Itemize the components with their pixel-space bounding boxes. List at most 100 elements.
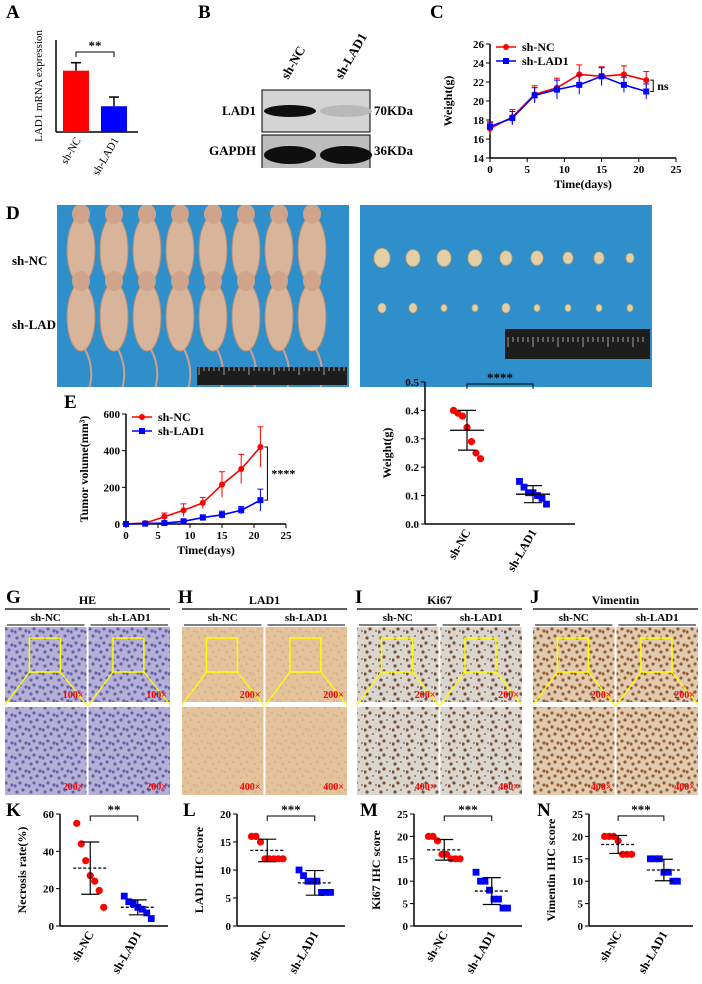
data-point [476, 455, 485, 463]
zoom-line-right [236, 671, 265, 706]
ihc-image-bottom [265, 707, 347, 795]
mouse-body [165, 282, 195, 352]
magnification-label: 400× [591, 782, 612, 793]
data-point [576, 71, 583, 78]
data-point [433, 837, 442, 845]
significance-label: *** [631, 802, 651, 817]
mouse-tail [183, 348, 192, 387]
magnification-label: 200× [498, 690, 519, 701]
data-point [643, 88, 650, 95]
significance-label: **** [271, 467, 295, 481]
data-point [516, 478, 523, 485]
y-tick-label: 16 [473, 134, 485, 146]
x-tick-label: sh-NC [422, 929, 450, 964]
x-tick-label: sh-NC [445, 527, 473, 562]
western-blot-b: sh-NC sh-LAD1 LAD1 GAPDH 70KDa 36KDa [209, 30, 414, 168]
data-point [304, 877, 312, 885]
zoom-line-right [411, 671, 440, 706]
tumors-photo [360, 205, 652, 387]
panel-label-l: L [183, 800, 196, 821]
zoom-line-left [181, 671, 207, 706]
x-tick-label: sh-LAD1 [286, 929, 321, 976]
zoom-line-left [87, 671, 114, 706]
y-tick-label: 10 [397, 876, 409, 888]
mice-photo [57, 205, 349, 387]
y-tick-label: 18 [473, 115, 485, 127]
y-axis-label: Vimentin IHC score [544, 818, 558, 921]
y-tick-label: 0 [226, 921, 232, 933]
blot-band [320, 105, 372, 117]
panel-label-k: K [6, 800, 21, 821]
data-point [309, 877, 316, 885]
x-tick-label: sh-LAD1 [109, 929, 144, 976]
significance-label: *** [458, 802, 478, 817]
tumor [499, 250, 513, 266]
panel-label-d: D [6, 203, 20, 224]
significance-label: *** [281, 802, 301, 817]
ihc-group-label: sh-NC [31, 612, 61, 624]
data-point [673, 877, 681, 885]
x-tick-label: sh-LAD1 [90, 136, 121, 178]
data-point [199, 499, 206, 506]
data-point [120, 892, 128, 900]
zoom-line-right [59, 671, 88, 706]
x-tick-label: 10 [185, 530, 197, 542]
x-tick-label: 5 [155, 530, 161, 542]
ihc-title: LAD1 [249, 593, 280, 607]
data-point [142, 520, 149, 527]
zoom-box [289, 637, 322, 673]
data-point [610, 832, 618, 840]
data-point [664, 868, 672, 876]
chart-m-ki67-ihc: 0 5 10 15 20 25 sh-NC sh-LAD1 *** Ki67 IHC score [369, 802, 522, 976]
mouse-body [297, 282, 327, 352]
x-tick-label: 25 [281, 530, 293, 542]
y-axis-label: Ki67 IHC score [369, 829, 383, 909]
mouse-tail [117, 348, 126, 387]
ihc-title: HE [79, 593, 96, 607]
y-tick-label: 15 [220, 837, 232, 849]
magnification-label: 200× [240, 690, 261, 701]
data-point [143, 909, 151, 917]
zoom-line-right [495, 671, 523, 706]
data-point [620, 81, 627, 88]
x-tick-label: sh-LAD1 [635, 929, 670, 976]
chart-f-tumor-weight: 0.0 0.1 0.2 0.3 0.4 0.5 sh-NC sh-LAD1 **** Weight… [380, 372, 575, 574]
zoom-line-left [615, 671, 642, 706]
zoom-box [28, 637, 62, 673]
y-axis-label: Weight(g) [380, 428, 394, 479]
magnification-label: 200× [674, 690, 695, 701]
tumor [467, 249, 483, 267]
y-tick-label: 5 [403, 899, 409, 911]
y-tick-label: 0 [115, 519, 121, 531]
tumor [440, 304, 448, 313]
blot-lane-label-lad1: sh-LAD1 [332, 30, 370, 81]
panel-label-j: J [530, 587, 540, 608]
data-point [199, 514, 206, 521]
y-axis-label: LAD1 IHC score [192, 826, 206, 913]
zoom-box [640, 637, 673, 673]
zoom-box [556, 637, 590, 673]
data-point [100, 903, 108, 911]
tumor [562, 251, 574, 265]
mouse-head [303, 271, 321, 291]
row-label-nc: sh-NC [12, 253, 48, 268]
ihc-title: Ki67 [427, 593, 452, 607]
y-tick-label: 60 [43, 809, 55, 821]
y-tick-label: 20 [572, 831, 584, 843]
mouse-head [105, 205, 123, 224]
panel-label-b: B [198, 2, 211, 23]
significance-label: **** [487, 372, 513, 385]
significance-bracket [443, 815, 493, 821]
data-point [73, 819, 81, 827]
data-point [129, 900, 137, 907]
tumor [595, 304, 603, 313]
significance-bracket [89, 815, 139, 821]
ihc-group-label: sh-LAD1 [108, 612, 151, 624]
y-tick-label: 0.3 [405, 434, 419, 446]
data-point [620, 71, 627, 78]
ihc-title: Vimentin [592, 593, 640, 607]
ihc-group-label: sh-NC [559, 612, 589, 624]
data-point [628, 850, 636, 858]
y-tick-label: 0.1 [405, 491, 419, 503]
ihc-image-top [616, 627, 698, 702]
